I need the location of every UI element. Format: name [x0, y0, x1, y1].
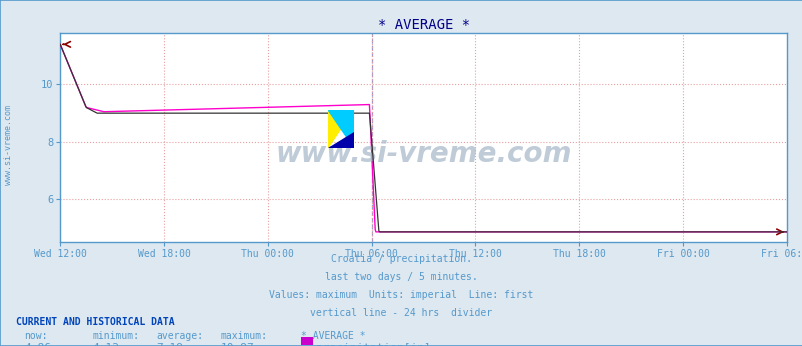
Text: now:: now:: [24, 331, 47, 341]
Text: 7.19: 7.19: [156, 343, 184, 346]
Text: maximum:: maximum:: [221, 331, 268, 341]
Text: 4.12: 4.12: [92, 343, 119, 346]
Text: * AVERAGE *: * AVERAGE *: [301, 331, 365, 341]
Text: Croatia / precipitation.: Croatia / precipitation.: [330, 254, 472, 264]
Text: www.si-vreme.com: www.si-vreme.com: [3, 105, 13, 185]
Text: CURRENT AND HISTORICAL DATA: CURRENT AND HISTORICAL DATA: [16, 317, 175, 327]
Text: 10.97: 10.97: [221, 343, 254, 346]
Text: vertical line - 24 hrs  divider: vertical line - 24 hrs divider: [310, 308, 492, 318]
Text: www.si-vreme.com: www.si-vreme.com: [275, 140, 571, 168]
Polygon shape: [328, 110, 353, 148]
Polygon shape: [328, 133, 353, 148]
Polygon shape: [328, 110, 353, 148]
Text: Values: maximum  Units: imperial  Line: first: Values: maximum Units: imperial Line: fi…: [269, 290, 533, 300]
Text: minimum:: minimum:: [92, 331, 140, 341]
Text: last two days / 5 minutes.: last two days / 5 minutes.: [325, 272, 477, 282]
Text: average:: average:: [156, 331, 204, 341]
Title: * AVERAGE *: * AVERAGE *: [377, 18, 469, 32]
Text: precipitation[in]: precipitation[in]: [315, 343, 430, 346]
Text: 4.86: 4.86: [24, 343, 51, 346]
